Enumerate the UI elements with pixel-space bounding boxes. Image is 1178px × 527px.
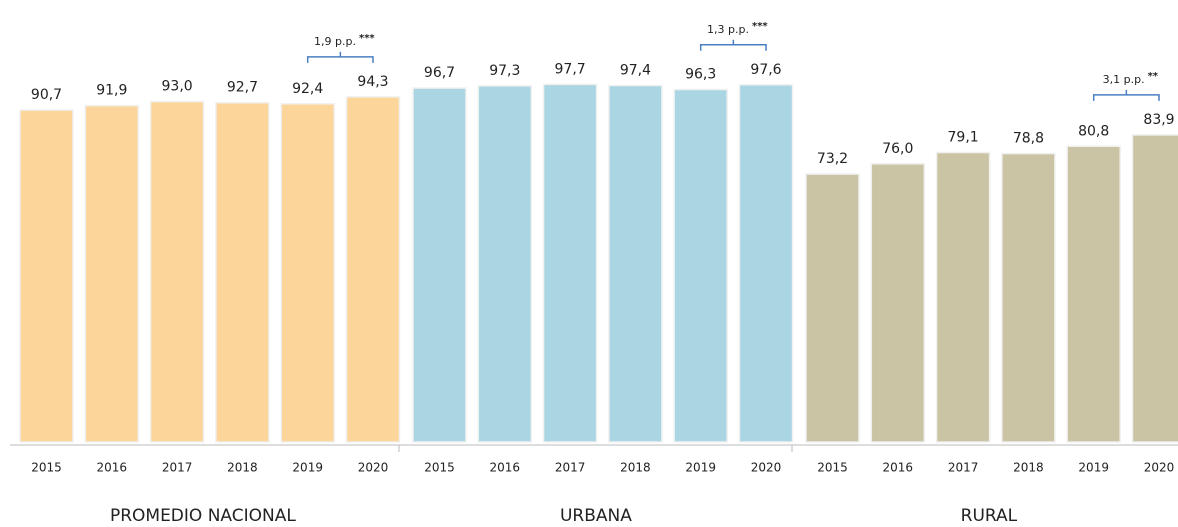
bar [280,103,335,443]
annotation: 3,1 p.p. ** [1103,71,1159,86]
value-label: 92,4 [292,81,323,97]
bar [412,87,467,443]
bracket [306,51,374,63]
value-label: 76,0 [882,141,913,157]
x-tick-label: 2017 [948,461,979,475]
bar [1066,145,1121,443]
value-label: 97,4 [620,63,651,79]
x-tick-label: 2020 [1144,461,1175,475]
bar [935,151,991,443]
value-label: 79,1 [948,129,979,145]
bar [345,96,401,443]
annotation: 1,3 p.p. *** [707,21,768,36]
x-tick-label: 2016 [883,461,914,475]
group-label: URBANA [560,506,632,526]
bar [1001,152,1056,443]
value-label: 91,9 [96,83,127,99]
bar [608,84,663,443]
x-tick-label: 2015 [424,461,455,475]
x-tick-label: 2019 [685,461,716,475]
bar [149,100,205,443]
x-tick-label: 2017 [162,461,193,475]
x-tick-label: 2018 [1013,461,1044,475]
value-label: 97,6 [750,62,781,78]
value-label: 80,8 [1078,123,1109,139]
x-tick-label: 2015 [817,461,848,475]
value-label: 97,7 [555,61,586,77]
annotation-label: 1,3 p.p. [707,23,749,36]
bar [1131,134,1178,443]
annotation-significance: *** [359,33,375,44]
group-label: RURAL [961,506,1018,526]
x-tick-label: 2018 [620,461,651,475]
x-tick-label: 2020 [751,461,782,475]
group-label: PROMEDIO NACIONAL [110,506,296,526]
value-label: 73,2 [817,151,848,167]
x-tick-label: 2016 [97,461,128,475]
value-label: 96,7 [424,65,455,81]
bracket [699,39,767,51]
bar [477,85,533,443]
bar [84,104,140,443]
value-label: 94,3 [357,74,388,90]
bracket [1092,89,1160,101]
value-label: 78,8 [1013,131,1044,147]
bar [673,88,728,443]
x-tick-label: 2020 [358,461,389,475]
bar [215,101,270,443]
annotation-significance: ** [1148,71,1159,82]
x-tick-label: 2015 [31,461,62,475]
annotation-significance: *** [752,21,768,32]
value-label: 93,0 [162,79,193,95]
bar [19,109,74,443]
x-tick-label: 2019 [1078,461,1109,475]
x-tick-label: 2016 [490,461,521,475]
value-label: 96,3 [685,67,716,83]
value-label: 97,3 [489,63,520,79]
value-label: 83,9 [1143,112,1174,128]
value-label: 92,7 [227,80,258,96]
x-tick-label: 2017 [555,461,586,475]
bar [805,173,860,443]
x-tick-label: 2019 [292,461,323,475]
annotation-label: 3,1 p.p. [1103,73,1145,86]
bar [870,163,926,443]
bar [542,83,598,443]
annotation-label: 1,9 p.p. [314,35,356,48]
bar [738,84,794,443]
x-tick-label: 2018 [227,461,258,475]
annotation: 1,9 p.p. *** [314,33,375,48]
value-label: 90,7 [31,87,62,103]
